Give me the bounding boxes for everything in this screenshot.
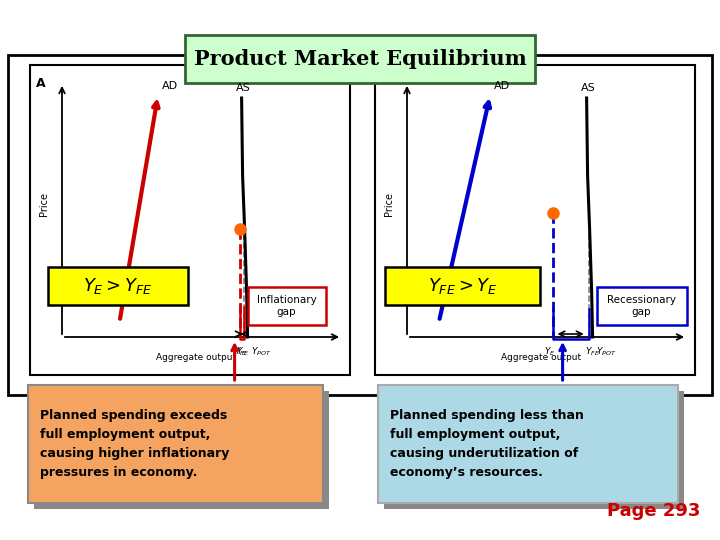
Text: $Y_{FE} > Y_E$: $Y_{FE} > Y_E$ bbox=[428, 276, 498, 296]
Text: Aggregate output: Aggregate output bbox=[501, 353, 582, 361]
Bar bbox=[384, 391, 684, 509]
Text: AS: AS bbox=[236, 83, 251, 93]
Text: $Y_{POT}$: $Y_{POT}$ bbox=[251, 345, 272, 357]
Text: Page 293: Page 293 bbox=[607, 502, 700, 520]
Bar bbox=[378, 385, 678, 503]
Text: Planned spending exceeds
full employment output,
causing higher inflationary
pre: Planned spending exceeds full employment… bbox=[40, 409, 230, 479]
Bar bbox=[248, 287, 325, 325]
Text: Aggregate output: Aggregate output bbox=[156, 353, 236, 361]
Text: Price: Price bbox=[39, 192, 49, 217]
Text: $Y_E > Y_{FE}$: $Y_E > Y_{FE}$ bbox=[83, 276, 153, 296]
Text: AD: AD bbox=[494, 81, 510, 91]
Bar bbox=[375, 65, 695, 375]
Bar bbox=[48, 267, 188, 305]
Text: Price: Price bbox=[384, 192, 394, 217]
Text: $Y_{FE}$: $Y_{FE}$ bbox=[234, 345, 249, 357]
Bar bbox=[28, 385, 323, 503]
Bar bbox=[8, 55, 712, 395]
Text: Recessionary
gap: Recessionary gap bbox=[607, 295, 676, 317]
Text: $Y_E$: $Y_E$ bbox=[236, 345, 248, 357]
Text: Product Market Equilibrium: Product Market Equilibrium bbox=[194, 49, 526, 69]
Text: AS: AS bbox=[581, 83, 596, 93]
Text: $Y_E$: $Y_E$ bbox=[544, 345, 555, 357]
Bar bbox=[385, 267, 540, 305]
Text: $Y_{POT}$: $Y_{POT}$ bbox=[596, 345, 617, 357]
Bar bbox=[185, 35, 535, 83]
Bar bbox=[34, 391, 329, 509]
Text: Planned spending less than
full employment output,
causing underutilization of
e: Planned spending less than full employme… bbox=[390, 409, 584, 479]
Text: A: A bbox=[36, 77, 45, 90]
Bar bbox=[597, 287, 687, 325]
Text: $Y_{FE}$: $Y_{FE}$ bbox=[585, 345, 600, 357]
Bar bbox=[30, 65, 350, 375]
Text: AD: AD bbox=[162, 81, 178, 91]
Text: Inflationary
gap: Inflationary gap bbox=[257, 295, 317, 317]
